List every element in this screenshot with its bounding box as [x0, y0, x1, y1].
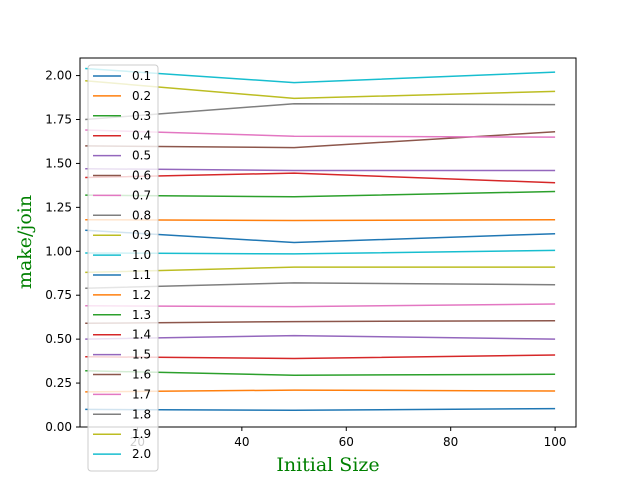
legend-label: 1.2 — [132, 288, 151, 302]
x-axis-label: Initial Size — [276, 454, 379, 476]
y-tick-label: 0.00 — [45, 420, 72, 434]
legend-label: 0.9 — [132, 228, 151, 242]
legend-label: 0.6 — [132, 169, 151, 183]
axes-frame — [79, 57, 577, 428]
y-axis-label: make/join — [14, 195, 36, 289]
y-tick-label: 1.25 — [45, 200, 72, 214]
legend-label: 1.7 — [132, 387, 151, 401]
legend-label: 0.4 — [132, 129, 151, 143]
x-tick-label: 60 — [339, 435, 354, 449]
x-tick-label: 40 — [234, 435, 249, 449]
y-tick-label: 0.25 — [45, 376, 72, 390]
x-tick-label: 100 — [544, 435, 567, 449]
axes: 204060801000.000.250.500.751.001.251.501… — [45, 57, 577, 449]
legend-label: 2.0 — [132, 447, 151, 461]
y-tick-label: 0.75 — [45, 288, 72, 302]
legend-label: 0.2 — [132, 89, 151, 103]
legend-label: 1.1 — [132, 268, 151, 282]
plot-area — [80, 58, 576, 427]
legend-label: 1.3 — [132, 308, 151, 322]
y-tick-label: 0.50 — [45, 332, 72, 346]
legend-label: 0.7 — [132, 188, 151, 202]
legend-label: 0.5 — [132, 149, 151, 163]
legend-label: 0.8 — [132, 208, 151, 222]
x-tick-label: 80 — [443, 435, 458, 449]
legend-label: 1.8 — [132, 407, 151, 421]
legend: 0.1 0.2 0.3 0.4 0.5 0.6 0.7 0.8 0.9 1.0 1.1 1.2 1.3 1… — [87, 64, 159, 472]
y-tick-label: 1.50 — [45, 156, 72, 170]
legend-label: 0.1 — [132, 69, 151, 83]
legend-label: 1.4 — [132, 328, 151, 342]
legend-box — [87, 64, 159, 472]
legend-label: 0.3 — [132, 109, 151, 123]
y-tick-label: 2.00 — [45, 69, 72, 83]
y-tick-label: 1.00 — [45, 244, 72, 258]
legend-label: 1.5 — [132, 348, 151, 362]
legend-label: 1.6 — [132, 368, 151, 382]
y-tick-label: 1.75 — [45, 113, 72, 127]
legend-label: 1.0 — [132, 248, 151, 262]
legend-label: 1.9 — [132, 427, 151, 441]
